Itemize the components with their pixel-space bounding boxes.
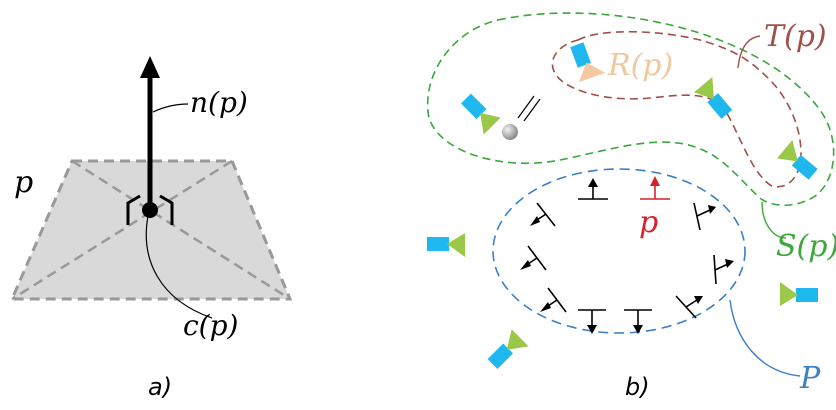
camera-5	[780, 282, 818, 306]
light-ray-1	[517, 95, 535, 119]
patch-right-3	[675, 295, 703, 319]
caption-a: a)	[148, 373, 172, 401]
label-n: n(p)	[190, 86, 248, 119]
leader-T	[737, 35, 761, 69]
curve-P	[492, 168, 746, 334]
camera-2	[693, 76, 733, 119]
curve-T	[551, 30, 802, 188]
patch-right-1	[693, 202, 716, 231]
panel-b: T(p) R(p) S(p) p P b)	[426, 12, 836, 401]
camera-R	[570, 42, 606, 83]
normal-arrowhead	[140, 56, 160, 78]
leader-c	[145, 215, 213, 319]
leader-S	[761, 201, 787, 239]
panel-a: n(p) p c(p) a)	[9, 56, 293, 401]
label-T: T(p)	[764, 19, 827, 54]
camera-6	[487, 329, 529, 369]
label-c: c(p)	[183, 309, 238, 342]
center-point	[142, 202, 158, 218]
label-P: P	[799, 361, 821, 396]
camera-4	[427, 233, 465, 257]
plane-diagonal-1	[71, 159, 291, 301]
patch-left-1	[530, 202, 556, 227]
patch-right-2	[713, 254, 734, 285]
label-S: S(p)	[776, 229, 836, 264]
patch-bottom-1	[578, 309, 606, 334]
leader-P	[729, 299, 801, 377]
leader-n	[152, 103, 189, 113]
light-source	[502, 124, 518, 140]
plane-diagonal-2	[11, 159, 233, 301]
patch-bracket	[126, 194, 174, 225]
curve-S	[426, 12, 835, 206]
patch-left-3	[540, 287, 567, 313]
label-R: R(p)	[607, 48, 673, 83]
camera-1	[461, 93, 501, 135]
patch-bottom-2	[624, 309, 652, 334]
patch-left-2	[520, 245, 547, 271]
label-p-plane: p	[14, 165, 33, 200]
patch-top-left	[578, 178, 608, 200]
camera-3	[776, 139, 818, 180]
light-ray-2	[523, 98, 541, 122]
caption-b: b)	[625, 373, 650, 401]
patch-p	[640, 176, 670, 200]
label-p-red: p	[639, 205, 658, 240]
